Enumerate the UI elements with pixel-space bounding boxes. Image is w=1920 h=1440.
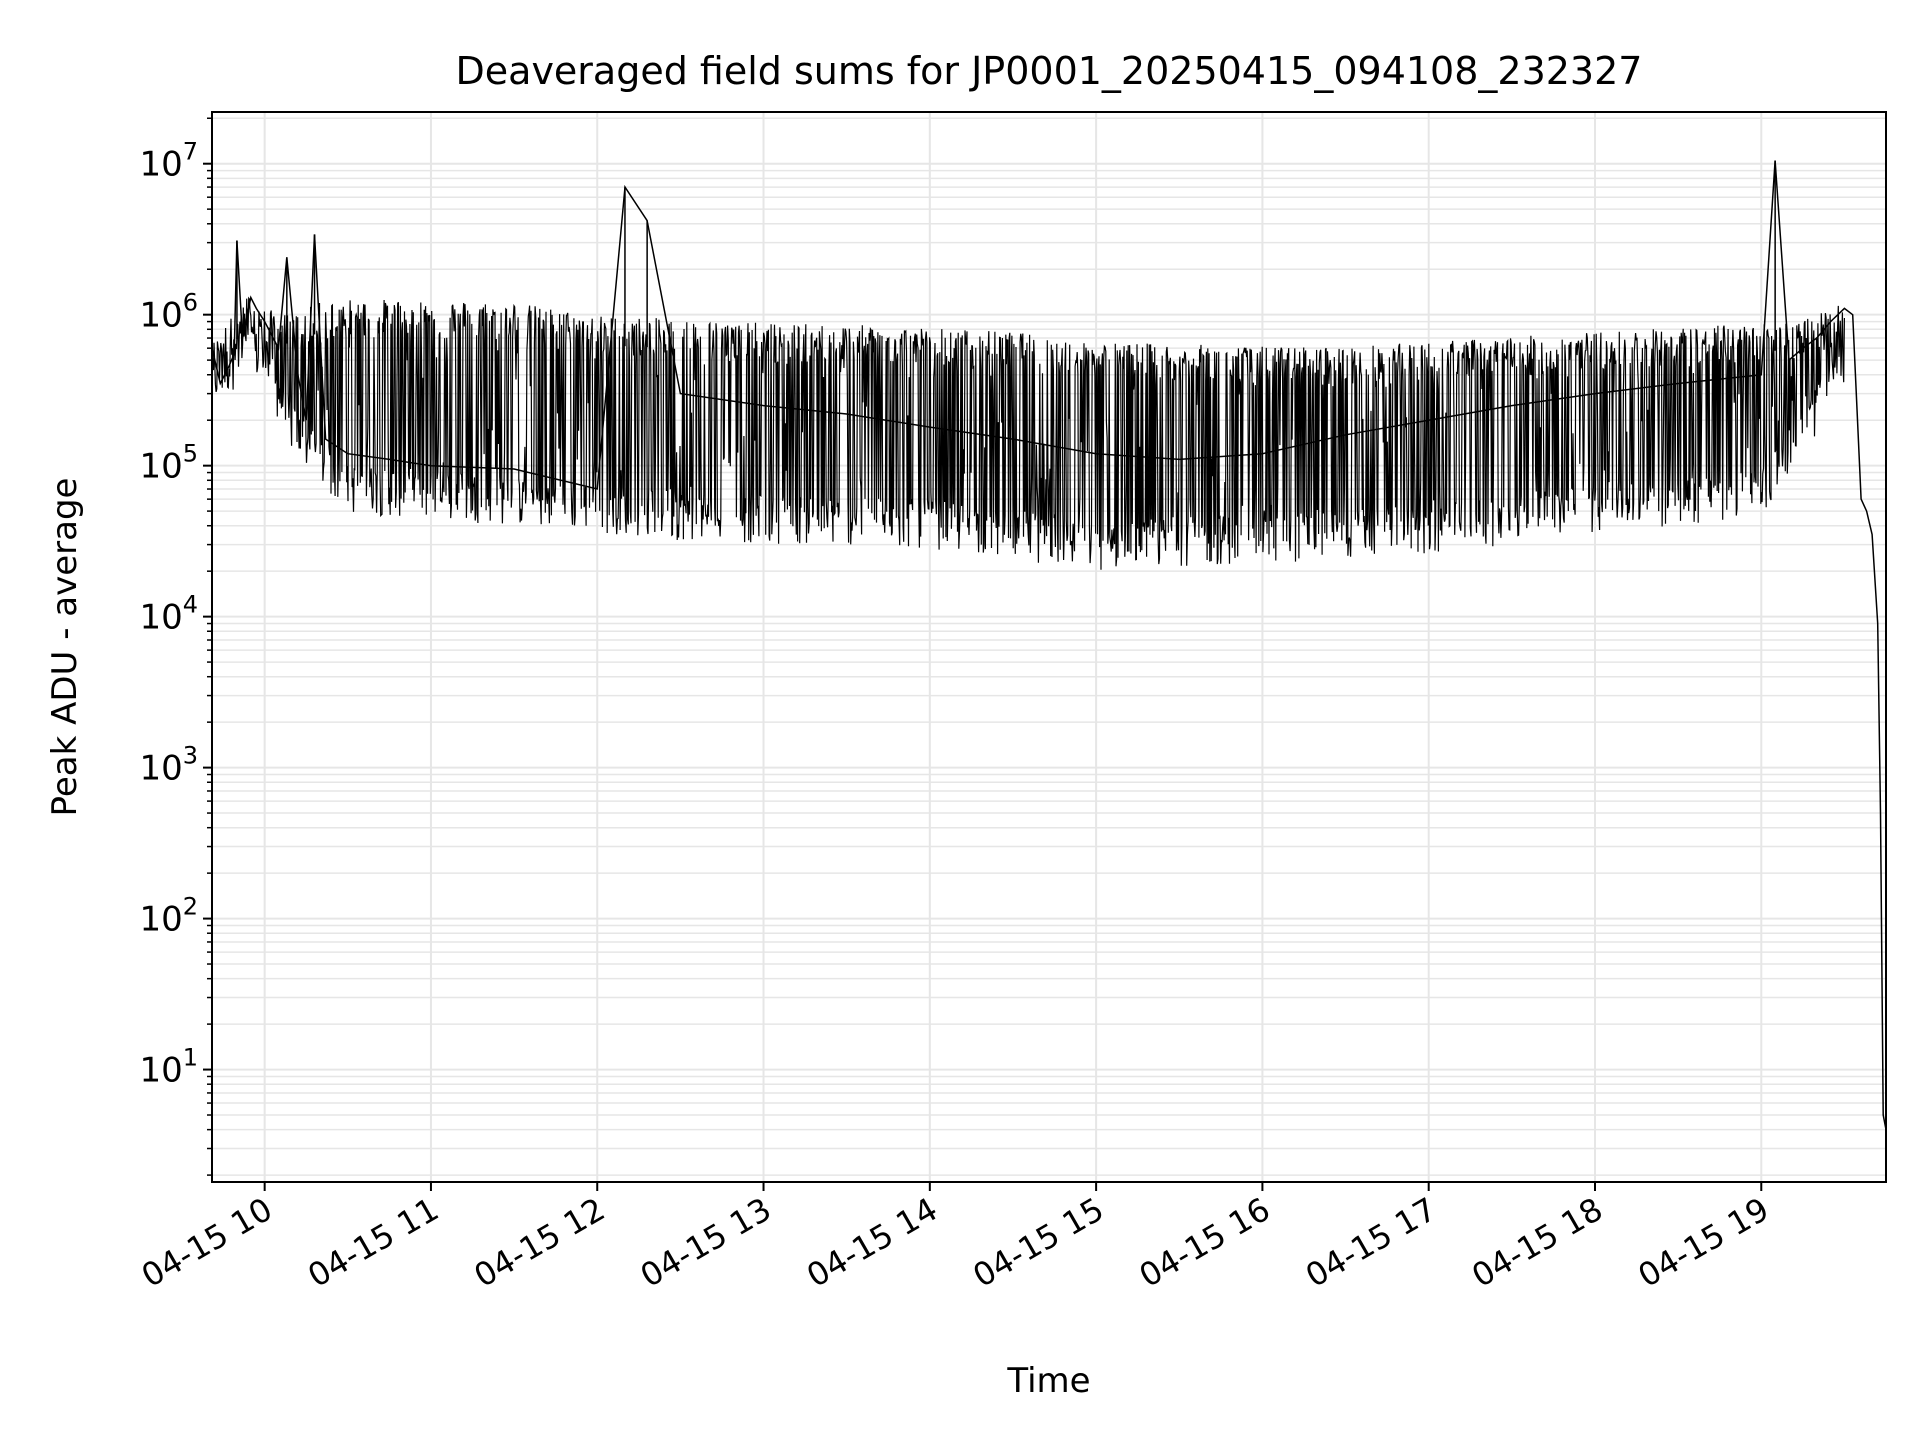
y-tick-label: 102 — [139, 893, 198, 940]
y-tick-label: 103 — [139, 742, 198, 789]
x-axis-label: Time — [1006, 1361, 1090, 1401]
chart-title: Deaveraged field sums for JP0001_2025041… — [456, 49, 1643, 93]
y-tick-label: 101 — [139, 1044, 198, 1091]
y-tick-label: 105 — [139, 440, 198, 487]
y-axis-label: Peak ADU - average — [45, 478, 85, 817]
y-tick-label: 104 — [139, 591, 198, 638]
y-axis-ticks: 101 102 103 104 105 106 107 — [139, 117, 212, 1176]
plot-area-frame — [211, 111, 1887, 1183]
y-tick-label: 107 — [139, 138, 198, 185]
y-tick-label: 106 — [139, 289, 198, 336]
series-dense-band — [211, 296, 1845, 570]
series-line — [211, 160, 1887, 1130]
grid-minor — [212, 117, 1886, 1176]
series-layer — [211, 160, 1887, 1130]
